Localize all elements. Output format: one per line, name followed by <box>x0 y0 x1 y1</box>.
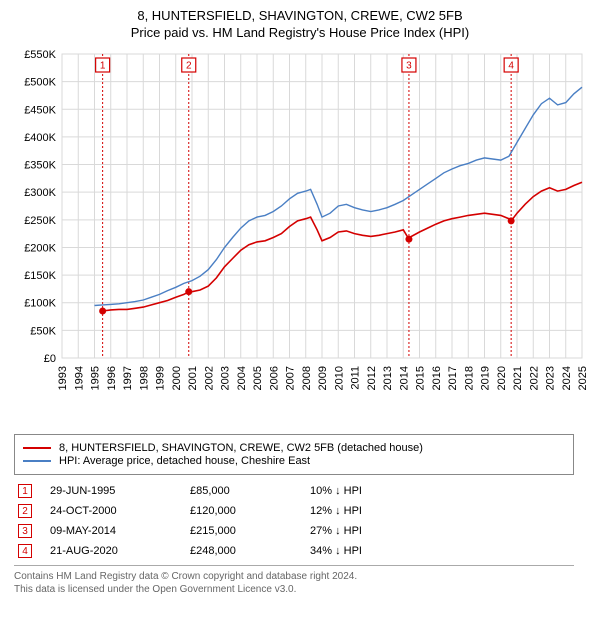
sales-row: 3 09-MAY-2014£215,00027% ↓ HPI <box>14 521 574 541</box>
footer-line-1: Contains HM Land Registry data © Crown c… <box>14 570 574 583</box>
y-tick-label: £150K <box>24 270 56 282</box>
x-tick-label: 2018 <box>463 366 475 390</box>
y-tick-label: £450K <box>24 104 56 116</box>
marker-dot <box>405 236 412 243</box>
y-tick-label: £50K <box>30 325 56 337</box>
x-tick-label: 2008 <box>301 366 313 390</box>
marker-dot <box>185 288 192 295</box>
x-tick-label: 2005 <box>252 366 264 390</box>
legend-swatch <box>23 460 51 462</box>
legend-item: 8, HUNTERSFIELD, SHAVINGTON, CREWE, CW2 … <box>23 442 565 454</box>
x-tick-label: 2002 <box>203 366 215 390</box>
x-tick-label: 2007 <box>285 366 297 390</box>
y-tick-label: £500K <box>24 77 56 89</box>
x-tick-label: 2010 <box>333 366 345 390</box>
marker-number: 4 <box>508 61 514 72</box>
y-tick-label: £300K <box>24 187 56 199</box>
y-tick-label: £550K <box>24 49 56 61</box>
y-tick-label: £250K <box>24 215 56 227</box>
legend-label: 8, HUNTERSFIELD, SHAVINGTON, CREWE, CW2 … <box>59 442 423 454</box>
x-tick-label: 2003 <box>220 366 232 390</box>
sales-price: £120,000 <box>190 505 310 517</box>
sales-marker: 2 <box>18 504 32 518</box>
x-tick-label: 2012 <box>366 366 378 390</box>
sales-date: 09-MAY-2014 <box>50 525 190 537</box>
sales-price: £248,000 <box>190 545 310 557</box>
chart-svg: £0 £50K £100K £150K £200K £250K £300K £350K £400… <box>10 46 590 426</box>
x-tick-label: 1997 <box>122 366 134 390</box>
sales-price: £215,000 <box>190 525 310 537</box>
legend: 8, HUNTERSFIELD, SHAVINGTON, CREWE, CW2 … <box>14 434 574 475</box>
x-tick-label: 2004 <box>236 366 248 390</box>
title-block: 8, HUNTERSFIELD, SHAVINGTON, CREWE, CW2 … <box>10 8 590 40</box>
chart-area: £0 £50K £100K £150K £200K £250K £300K £350K £400… <box>10 46 590 426</box>
y-tick-label: £0 <box>44 353 56 365</box>
marker-number: 1 <box>100 61 106 72</box>
x-tick-label: 1993 <box>57 366 69 390</box>
title-subtitle: Price paid vs. HM Land Registry's House … <box>10 25 590 40</box>
x-tick-label: 2011 <box>350 366 362 390</box>
sales-date: 21-AUG-2020 <box>50 545 190 557</box>
footer: Contains HM Land Registry data © Crown c… <box>14 565 574 596</box>
sales-row: 1 29-JUN-1995£85,00010% ↓ HPI <box>14 481 574 501</box>
y-tick-label: £400K <box>24 132 56 144</box>
legend-swatch <box>23 447 51 449</box>
title-address: 8, HUNTERSFIELD, SHAVINGTON, CREWE, CW2 … <box>10 8 590 23</box>
sales-diff: 27% ↓ HPI <box>310 525 430 537</box>
sales-date: 29-JUN-1995 <box>50 485 190 497</box>
sales-table: 1 29-JUN-1995£85,00010% ↓ HPI 2 24-OCT-2000… <box>14 481 574 561</box>
sales-date: 24-OCT-2000 <box>50 505 190 517</box>
x-tick-label: 2022 <box>528 366 540 390</box>
sales-diff: 34% ↓ HPI <box>310 545 430 557</box>
sales-diff: 12% ↓ HPI <box>310 505 430 517</box>
x-tick-label: 2020 <box>496 366 508 390</box>
x-tick-label: 1994 <box>73 366 85 390</box>
x-tick-label: 2006 <box>268 366 280 390</box>
x-tick-label: 1999 <box>155 366 167 390</box>
x-tick-label: 2015 <box>415 366 427 390</box>
x-tick-label: 2001 <box>187 366 199 390</box>
x-tick-label: 1995 <box>90 366 102 390</box>
sales-row: 4 21-AUG-2020£248,00034% ↓ HPI <box>14 541 574 561</box>
x-tick-label: 1998 <box>138 366 150 390</box>
sales-marker: 4 <box>18 544 32 558</box>
sales-diff: 10% ↓ HPI <box>310 485 430 497</box>
marker-dot <box>99 308 106 315</box>
x-tick-label: 2000 <box>171 366 183 390</box>
x-tick-label: 1996 <box>106 366 118 390</box>
x-tick-label: 2019 <box>480 366 492 390</box>
y-tick-label: £350K <box>24 160 56 172</box>
x-tick-label: 2014 <box>398 366 410 390</box>
sales-marker: 3 <box>18 524 32 538</box>
x-tick-label: 2024 <box>561 366 573 390</box>
y-tick-label: £200K <box>24 242 56 254</box>
y-tick-label: £100K <box>24 298 56 310</box>
marker-dot <box>508 217 515 224</box>
x-tick-label: 2013 <box>382 366 394 390</box>
marker-number: 2 <box>186 61 192 72</box>
series-property <box>103 182 582 311</box>
marker-number: 3 <box>406 61 412 72</box>
sales-row: 2 24-OCT-2000£120,00012% ↓ HPI <box>14 501 574 521</box>
x-tick-label: 2021 <box>512 366 524 390</box>
x-tick-label: 2025 <box>577 366 589 390</box>
sales-marker: 1 <box>18 484 32 498</box>
footer-line-2: This data is licensed under the Open Gov… <box>14 583 574 596</box>
legend-item: HPI: Average price, detached house, Ches… <box>23 455 565 467</box>
x-tick-label: 2023 <box>545 366 557 390</box>
legend-label: HPI: Average price, detached house, Ches… <box>59 455 310 467</box>
x-tick-label: 2017 <box>447 366 459 390</box>
x-tick-label: 2009 <box>317 366 329 390</box>
x-tick-label: 2016 <box>431 366 443 390</box>
chart-container: 8, HUNTERSFIELD, SHAVINGTON, CREWE, CW2 … <box>0 0 600 604</box>
sales-price: £85,000 <box>190 485 310 497</box>
